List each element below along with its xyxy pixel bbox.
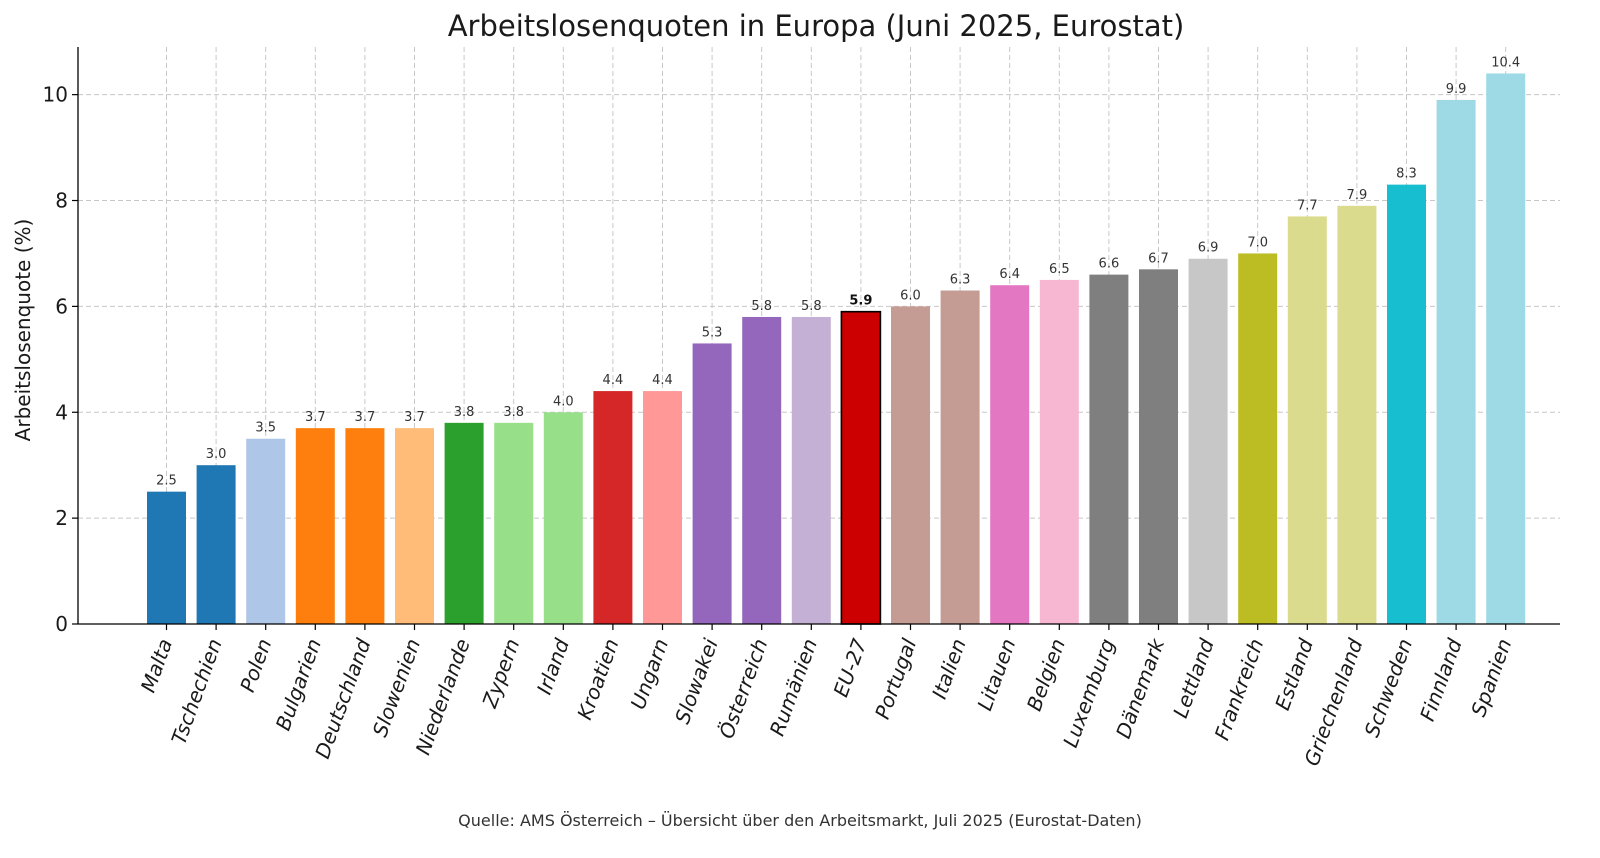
value-label: 3.7 <box>355 410 376 425</box>
y-tick-label: 2 <box>55 506 68 530</box>
bar-slowakei <box>692 343 732 624</box>
x-tick-label: Dänemark <box>1111 634 1170 741</box>
x-tick-label: Rumänien <box>765 636 822 740</box>
x-tick-label: Slowenien <box>368 636 426 740</box>
x-tick-label: Irland <box>532 635 574 697</box>
value-label: 6.9 <box>1198 241 1219 256</box>
bar-rumänien <box>791 316 831 624</box>
bar-niederlande <box>444 422 484 624</box>
value-label: 2.5 <box>156 474 177 489</box>
value-label: 8.3 <box>1396 167 1417 182</box>
x-tick-label: EU-27 <box>829 635 872 700</box>
y-tick-label: 0 <box>55 612 68 636</box>
bar-österreich <box>742 316 782 624</box>
bar-portugal <box>891 306 930 624</box>
bar-kroatien <box>593 391 633 624</box>
bar-bulgarien <box>295 428 335 624</box>
value-label: 3.8 <box>503 405 524 420</box>
chart-title: Arbeitslosenquoten in Europa (Juni 2025,… <box>448 9 1185 43</box>
value-label: 3.5 <box>255 421 276 436</box>
value-label: 6.6 <box>1099 257 1120 272</box>
axes <box>77 47 1560 625</box>
bar-belgien <box>1039 279 1079 624</box>
x-tick-label: Frankreich <box>1210 636 1269 744</box>
bar-spanien <box>1486 73 1526 624</box>
value-label: 7.7 <box>1297 198 1318 213</box>
x-tick-label: Tschechien <box>166 636 226 748</box>
bar-estland <box>1287 216 1327 624</box>
bar-irland <box>543 412 583 624</box>
value-label: 3.8 <box>454 405 475 420</box>
bar-deutschland <box>345 428 385 624</box>
bar-zypern <box>494 422 534 624</box>
bar-finnland <box>1436 99 1476 624</box>
x-tick-label: Belgien <box>1022 636 1070 715</box>
x-tick-label: Finnland <box>1415 635 1467 724</box>
bar-italien <box>940 290 980 624</box>
y-axis-label: Arbeitslosenquote (%) <box>11 219 35 442</box>
x-tick-label: Italien <box>927 636 971 703</box>
x-tick-label: Österreich <box>714 636 772 742</box>
x-tick-label: Kroatien <box>572 636 623 723</box>
x-tick-label: Slowakei <box>670 635 723 727</box>
value-label: 5.9 <box>849 294 872 309</box>
value-label: 3.7 <box>404 410 425 425</box>
value-label: 5.8 <box>751 299 772 314</box>
bar-malta <box>147 491 186 624</box>
bar-schweden <box>1387 184 1426 624</box>
x-tick-label: Lettland <box>1168 635 1219 721</box>
x-tick-label: Ungarn <box>626 636 674 713</box>
value-label: 4.4 <box>652 373 673 388</box>
bar-polen <box>246 438 286 624</box>
bar-litauen <box>990 285 1030 624</box>
y-tick-label: 8 <box>55 189 68 213</box>
bar-dänemark <box>1139 269 1178 624</box>
source-note: Quelle: AMS Österreich – Übersicht über … <box>458 811 1142 830</box>
x-tick-label: Bulgarien <box>271 636 326 734</box>
x-tick-label: Polen <box>235 636 276 696</box>
x-tick-label: Litauen <box>972 636 1020 714</box>
value-label: 3.0 <box>206 447 227 462</box>
x-tick-label: Estland <box>1270 635 1318 713</box>
bar-ungarn <box>643 391 682 624</box>
value-label: 6.3 <box>950 273 971 288</box>
bar-tschechien <box>196 465 236 624</box>
x-tick-label: Malta <box>136 636 177 696</box>
y-tick-label: 10 <box>43 83 68 107</box>
value-label: 4.4 <box>603 373 624 388</box>
value-label: 6.0 <box>900 288 921 303</box>
value-label: 6.5 <box>1049 262 1070 277</box>
bars-group <box>147 73 1526 625</box>
value-label: 9.9 <box>1446 82 1467 97</box>
bar-eu-27 <box>840 310 882 625</box>
x-tick-label: Zypern <box>477 636 524 712</box>
value-label: 5.8 <box>801 299 822 314</box>
bar-luxemburg <box>1089 274 1129 624</box>
value-label: 7.9 <box>1347 188 1368 203</box>
x-tick-label: Schweden <box>1360 636 1418 741</box>
bar-griechenland <box>1337 205 1377 624</box>
value-label: 6.4 <box>999 267 1020 282</box>
y-tick-label: 6 <box>55 294 68 318</box>
value-label: 4.0 <box>553 394 574 409</box>
y-axis-ticks: 0 2 4 6 8 10 <box>43 83 78 636</box>
x-tick-label: Portugal <box>870 635 921 722</box>
bar-lettland <box>1188 258 1228 624</box>
value-label: 7.0 <box>1247 235 1268 250</box>
value-label: 6.7 <box>1148 251 1169 266</box>
bar-slowenien <box>395 428 434 624</box>
value-label: 3.7 <box>305 410 326 425</box>
value-label: 10.4 <box>1491 55 1520 70</box>
y-tick-label: 4 <box>55 400 68 424</box>
x-tick-label: Spanien <box>1466 636 1516 720</box>
value-labels-group: 2.5 3.0 3.5 3.7 3.7 3.7 3.8 3.8 4.0 4.4 4.4 5.3 5.8 5… <box>156 55 1520 488</box>
bar-frankreich <box>1238 253 1278 625</box>
value-label: 5.3 <box>702 325 723 340</box>
